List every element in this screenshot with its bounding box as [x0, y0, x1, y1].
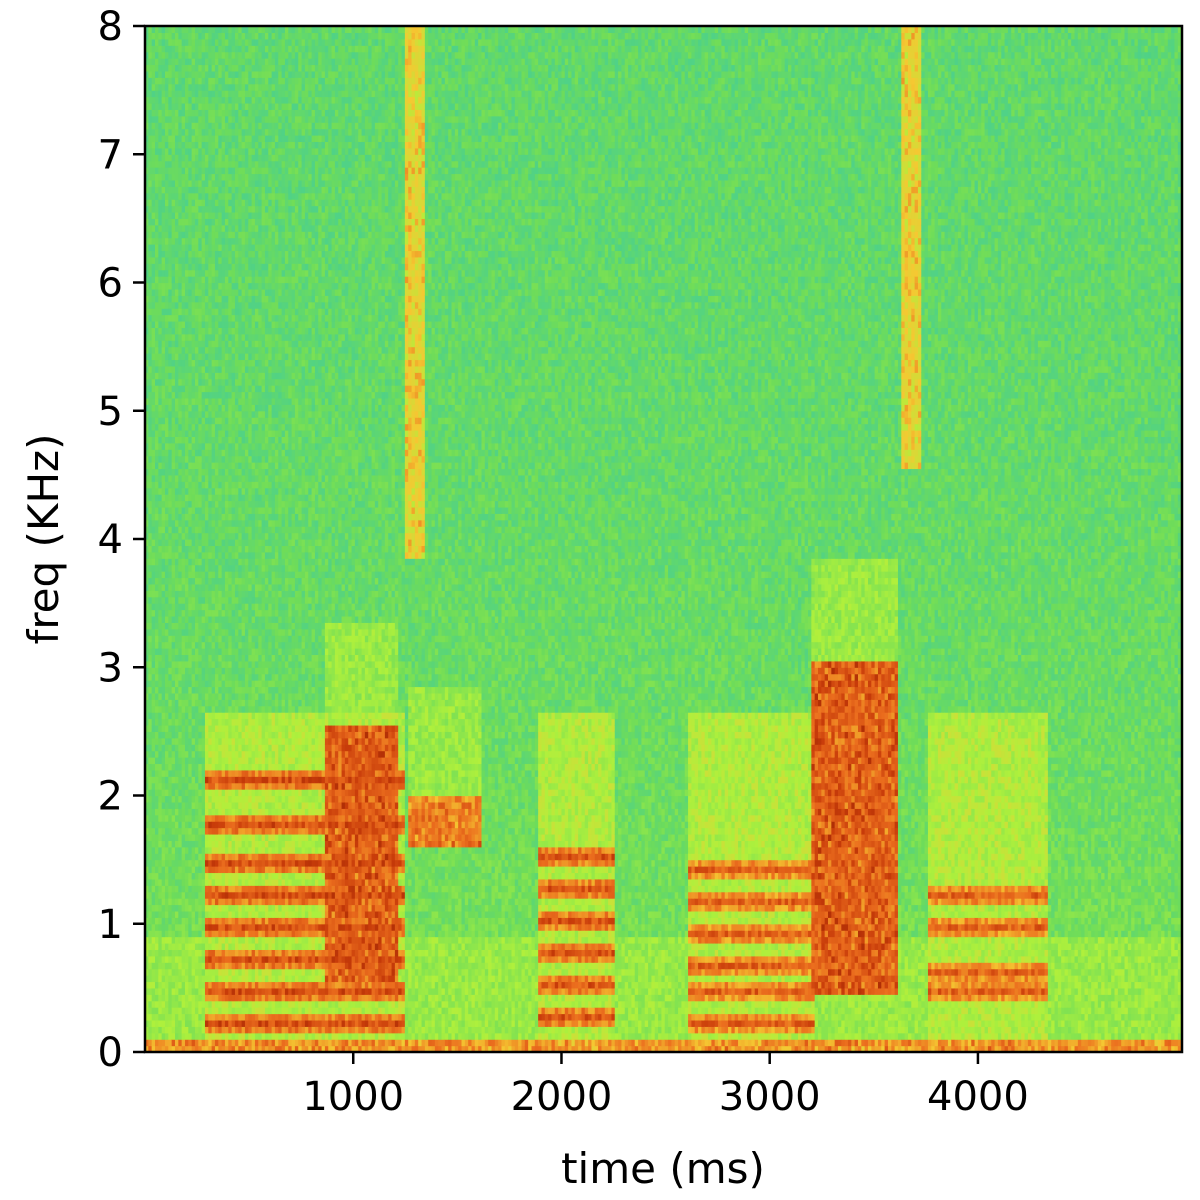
y-tick-label: 8: [98, 4, 123, 50]
y-tick-label: 2: [98, 774, 123, 820]
y-tick-label: 1: [98, 902, 123, 948]
x-tick-label: 3000: [719, 1074, 821, 1120]
y-tick-label: 6: [98, 261, 123, 307]
x-tick-label: 1000: [302, 1074, 404, 1120]
y-tick-label: 7: [98, 132, 123, 178]
x-axis-label: time (ms): [561, 1144, 765, 1193]
x-tick-label: 4000: [927, 1074, 1029, 1120]
x-axis: 1000 2000 3000 4000: [302, 1052, 1028, 1120]
spectrogram-heatmap: [145, 20, 1185, 1053]
y-axis: 0 1 2 3 4 5 6 7 8: [98, 4, 145, 1076]
y-tick-label: 3: [98, 645, 123, 691]
x-tick-label: 2000: [511, 1074, 613, 1120]
y-tick-label: 5: [98, 389, 123, 435]
y-axis-label: freq (KHz): [19, 434, 68, 645]
y-tick-label: 0: [98, 1030, 123, 1076]
y-tick-label: 4: [98, 517, 123, 563]
